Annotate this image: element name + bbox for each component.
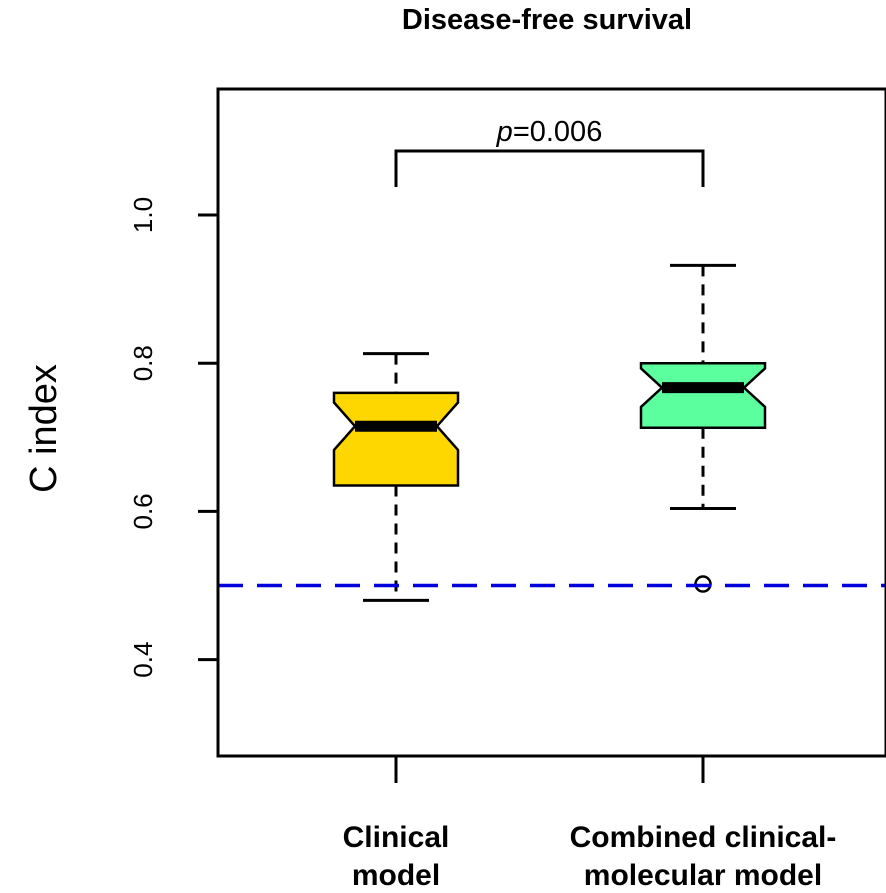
y-axis-label: C index [23, 364, 65, 493]
p-value-annotation: p=0.006 [496, 116, 603, 148]
p-value: =0.006 [513, 116, 603, 148]
x-category-label: Combined clinical- [570, 821, 837, 854]
chart-title: Disease-free survival [402, 4, 692, 36]
y-tick-label: 0.6 [128, 493, 158, 529]
y-tick-label: 1.0 [128, 197, 158, 233]
box-1 [332, 391, 460, 487]
box-2 [639, 361, 767, 429]
plot-frame [216, 87, 886, 758]
y-tick-label: 0.4 [128, 642, 158, 678]
plot-area: 0.4 0.6 0.8 1.0 Clinical model Combined clinic… [128, 87, 886, 892]
x-category-label: molecular model [584, 859, 822, 892]
x-category-label: model [352, 859, 440, 892]
x-category-label: Clinical [343, 821, 450, 854]
p-symbol: p [496, 116, 513, 148]
significance-bracket [394, 149, 705, 187]
y-tick-label: 0.8 [128, 345, 158, 381]
